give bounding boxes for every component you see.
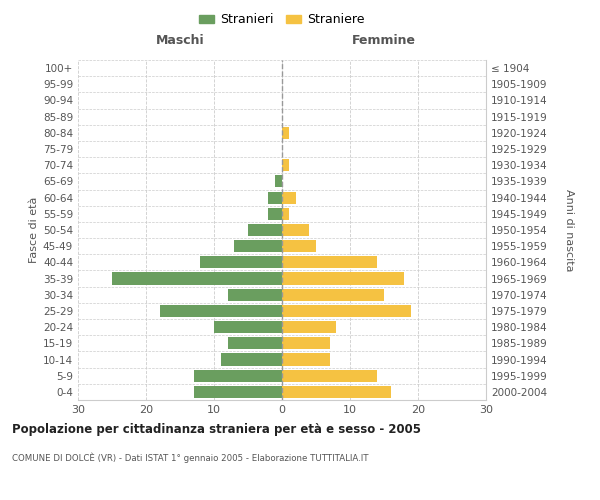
Bar: [214, 321, 282, 333]
Bar: [194, 370, 282, 382]
Bar: [268, 208, 282, 220]
Bar: [282, 370, 377, 382]
Bar: [282, 272, 404, 284]
Bar: [221, 354, 282, 366]
Bar: [112, 272, 282, 284]
Bar: [268, 192, 282, 203]
Bar: [282, 338, 329, 349]
Bar: [160, 305, 282, 317]
Bar: [194, 386, 282, 398]
Bar: [282, 192, 296, 203]
Bar: [282, 321, 337, 333]
Bar: [282, 305, 411, 317]
Bar: [227, 338, 282, 349]
Text: Maschi: Maschi: [155, 34, 205, 47]
Text: Popolazione per cittadinanza straniera per età e sesso - 2005: Popolazione per cittadinanza straniera p…: [12, 422, 421, 436]
Text: COMUNE DI DOLCÈ (VR) - Dati ISTAT 1° gennaio 2005 - Elaborazione TUTTITALIA.IT: COMUNE DI DOLCÈ (VR) - Dati ISTAT 1° gen…: [12, 452, 368, 463]
Bar: [282, 354, 329, 366]
Text: Femmine: Femmine: [352, 34, 416, 47]
Bar: [282, 224, 309, 236]
Bar: [282, 159, 289, 172]
Bar: [282, 386, 391, 398]
Bar: [282, 240, 316, 252]
Bar: [200, 256, 282, 268]
Bar: [248, 224, 282, 236]
Bar: [282, 288, 384, 301]
Bar: [235, 240, 282, 252]
Bar: [282, 127, 289, 139]
Bar: [282, 208, 289, 220]
Legend: Stranieri, Straniere: Stranieri, Straniere: [194, 8, 370, 32]
Bar: [227, 288, 282, 301]
Y-axis label: Anni di nascita: Anni di nascita: [564, 188, 574, 271]
Bar: [275, 176, 282, 188]
Bar: [282, 256, 377, 268]
Y-axis label: Fasce di età: Fasce di età: [29, 197, 39, 263]
